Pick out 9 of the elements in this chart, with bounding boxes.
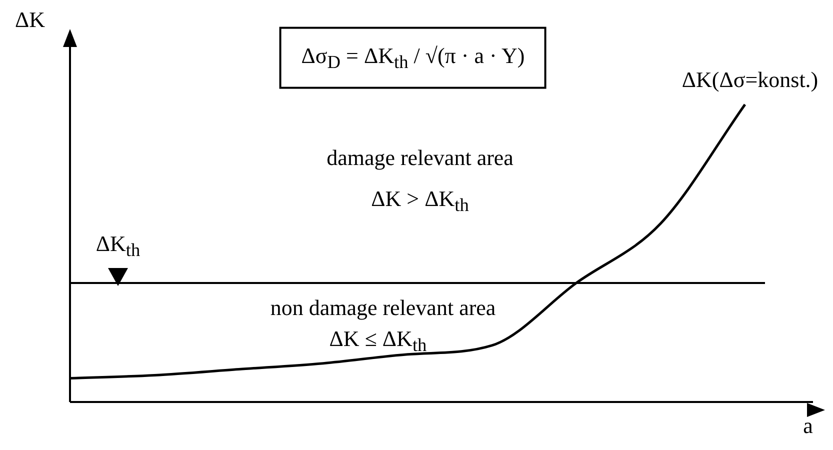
ref-line-label: ΔK$_{th}$ xyxy=(96,231,140,262)
series-label: ΔK(Δσ=konst.) xyxy=(682,67,818,93)
annotation: ΔK ≤ ΔK$_{th}$ xyxy=(329,326,427,356)
y-axis-title: ΔK xyxy=(14,7,46,33)
annotation: ΔK > ΔK$_{th}$ xyxy=(371,186,469,216)
text: Δσ$_{D}$ = ΔK$_{th}$ / √(π · a · Y) xyxy=(279,26,547,90)
annotation: damage relevant area xyxy=(326,145,514,171)
annotation: non damage relevant area xyxy=(270,295,496,321)
x-axis-title: a xyxy=(803,413,813,439)
